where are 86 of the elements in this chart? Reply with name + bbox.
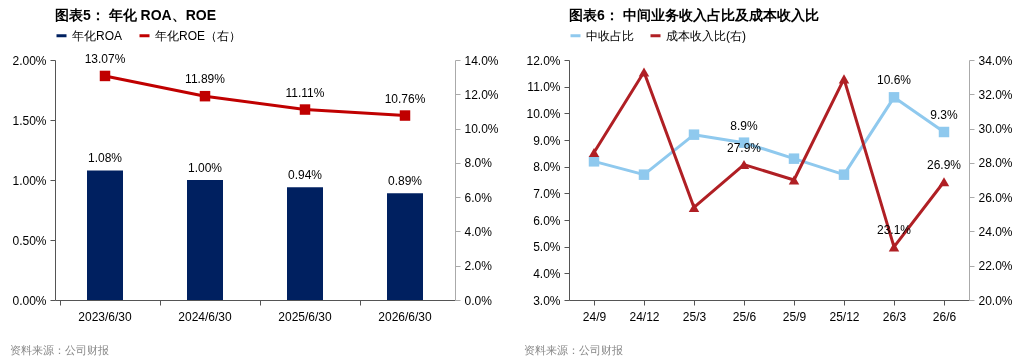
point [888, 242, 900, 252]
y2-tick-label: 28.0% [978, 156, 1013, 171]
data-label: 11.11% [285, 85, 325, 100]
point [688, 202, 700, 212]
y2-tick-label: 26.0% [978, 190, 1013, 205]
point [838, 169, 850, 180]
point [588, 156, 600, 167]
y-tick-label: 3.0% [533, 293, 561, 308]
point [588, 148, 600, 158]
y-tick-label: 5.0% [533, 240, 561, 255]
x-tick-label: 26/6 [932, 309, 957, 324]
y-tick-label: 7.0% [533, 186, 561, 201]
x-tick-label: 24/9 [582, 309, 607, 324]
point [688, 129, 700, 140]
point [938, 126, 950, 138]
y-tick-label: 1.00% [12, 173, 47, 188]
point [638, 169, 650, 180]
point [788, 175, 800, 185]
x-tick-label: 2025/6/30 [278, 309, 333, 324]
data-label: 10.76% [384, 91, 426, 106]
y-tick-label: 9.0% [533, 133, 561, 148]
legend-label: 年化ROE（右） [155, 28, 242, 43]
x-tick-label: 26/3 [882, 309, 907, 324]
point [399, 110, 411, 121]
legend-label: 中收占比 [586, 28, 634, 43]
point [99, 70, 111, 82]
point [888, 92, 900, 103]
y2-tick-label: 2.0% [464, 259, 493, 274]
data-label: 0.89% [387, 174, 423, 189]
data-label: 27.9% [726, 140, 762, 155]
x-tick-label: 25/9 [782, 309, 807, 324]
x-tick-label: 2024/6/30 [178, 309, 233, 324]
y-tick-label: 11.0% [527, 80, 561, 95]
y2-tick-label: 20.0% [978, 293, 1013, 308]
y-tick-label: 4.0% [533, 266, 561, 281]
y2-tick-label: 4.0% [464, 224, 493, 239]
point [938, 177, 950, 187]
data-label: 1.00% [187, 161, 223, 175]
bar [187, 180, 223, 300]
y-tick-label: 1.50% [12, 113, 47, 128]
bar [87, 170, 123, 300]
y2-tick-label: 10.0% [464, 122, 499, 137]
x-tick-label: 25/3 [682, 309, 707, 324]
text: 资料来源：公司财报 [523, 343, 624, 358]
y2-tick-label: 0.0% [464, 293, 493, 308]
legend-label: 年化ROA [72, 28, 123, 43]
y2-tick-label: 14.0% [464, 53, 499, 68]
point [299, 104, 311, 115]
y-tick-label: 6.0% [533, 213, 561, 228]
x-tick-label: 2026/6/30 [378, 309, 433, 324]
x-tick-label: 2023/6/30 [78, 309, 133, 324]
data-label: 8.9% [730, 118, 758, 133]
data-label: 11.89% [185, 72, 226, 87]
point [838, 74, 850, 84]
point [788, 153, 800, 164]
x-tick-label: 24/12 [629, 309, 660, 324]
chart-title: 图表5： 年化 ROA、ROE [55, 7, 217, 23]
legend-label: 成本收入比(右) [666, 28, 746, 43]
x-tick-label: 25/12 [829, 309, 860, 324]
x-tick-label: 25/6 [732, 309, 757, 324]
y-tick-label: 0.50% [12, 233, 47, 248]
data-label: 9.3% [930, 108, 958, 122]
bar [287, 187, 323, 300]
data-label: 0.94% [287, 168, 323, 183]
bar [387, 193, 423, 300]
data-label: 13.07% [84, 51, 126, 66]
chart-title: 图表6： 中间业务收入占比及成本收入比 [569, 7, 819, 23]
y-tick-label: 2.00% [12, 53, 47, 68]
y2-tick-label: 24.0% [978, 224, 1013, 239]
y2-tick-label: 22.0% [978, 259, 1013, 274]
y2-tick-label: 8.0% [464, 156, 493, 171]
y2-tick-label: 12.0% [464, 87, 499, 102]
y-tick-label: 12.0% [526, 53, 561, 68]
y-tick-label: 10.0% [526, 106, 561, 121]
data-label: 1.08% [87, 151, 123, 166]
y2-tick-label: 32.0% [978, 87, 1013, 102]
y-tick-label: 8.0% [533, 160, 561, 175]
y2-tick-label: 30.0% [978, 122, 1013, 137]
text: 资料来源：公司财报 [9, 343, 110, 358]
y2-tick-label: 34.0% [978, 53, 1013, 68]
data-label: 26.9% [926, 157, 962, 172]
point [199, 90, 211, 102]
y-tick-label: 0.00% [12, 293, 47, 308]
y2-tick-label: 6.0% [464, 190, 493, 205]
point [638, 67, 650, 77]
data-label: 10.6% [876, 73, 912, 88]
